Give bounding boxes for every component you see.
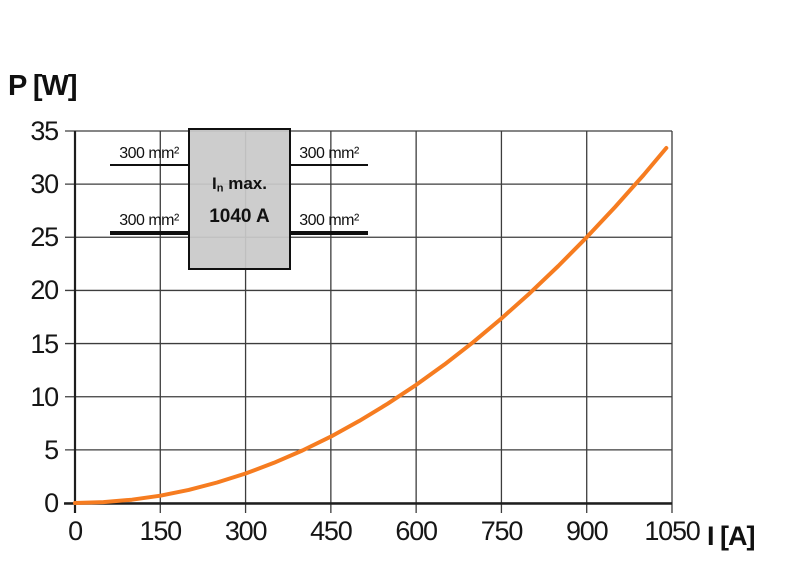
y-tick-label: 5: [44, 434, 59, 465]
conductor-wire-top-right: [290, 164, 368, 166]
device-rating: 1040 A: [209, 206, 270, 228]
conductor-label-top-right: 300 mm²: [299, 145, 359, 162]
x-tick-label: 150: [139, 516, 183, 546]
x-tick-label: 750: [480, 516, 524, 546]
x-tick-label: 1050: [644, 516, 700, 546]
y-tick-label: 35: [30, 116, 59, 146]
y-tick-label: 20: [30, 275, 59, 306]
x-tick-label: 600: [395, 516, 438, 546]
y-axis-title: P [W]: [8, 70, 78, 102]
conductor-wire-bottom-left: [110, 231, 188, 235]
conductor-label-bottom-right: 300 mm²: [299, 212, 359, 229]
conductor-label-top-left: 300 mm²: [119, 145, 179, 162]
y-tick-label: 25: [30, 222, 59, 253]
y-tick-label: 10: [30, 381, 59, 412]
x-tick-label: 450: [310, 516, 353, 546]
y-tick-label: 15: [30, 328, 59, 359]
device-label: In max.: [212, 173, 267, 195]
y-tick-label: 0: [44, 488, 59, 518]
x-axis-title: I [A]: [707, 521, 755, 551]
conductor-label-bottom-left: 300 mm²: [119, 212, 179, 229]
conductor-wire-top-left: [110, 164, 188, 166]
x-tick-label: 0: [68, 516, 83, 546]
x-tick-label: 300: [224, 516, 268, 546]
conductor-wire-bottom-right: [290, 231, 368, 235]
y-tick-label: 30: [30, 169, 59, 200]
x-tick-label: 900: [565, 516, 609, 546]
series-power-dissipation: [73, 146, 669, 505]
device-box: In max. 1040 A: [188, 128, 291, 270]
